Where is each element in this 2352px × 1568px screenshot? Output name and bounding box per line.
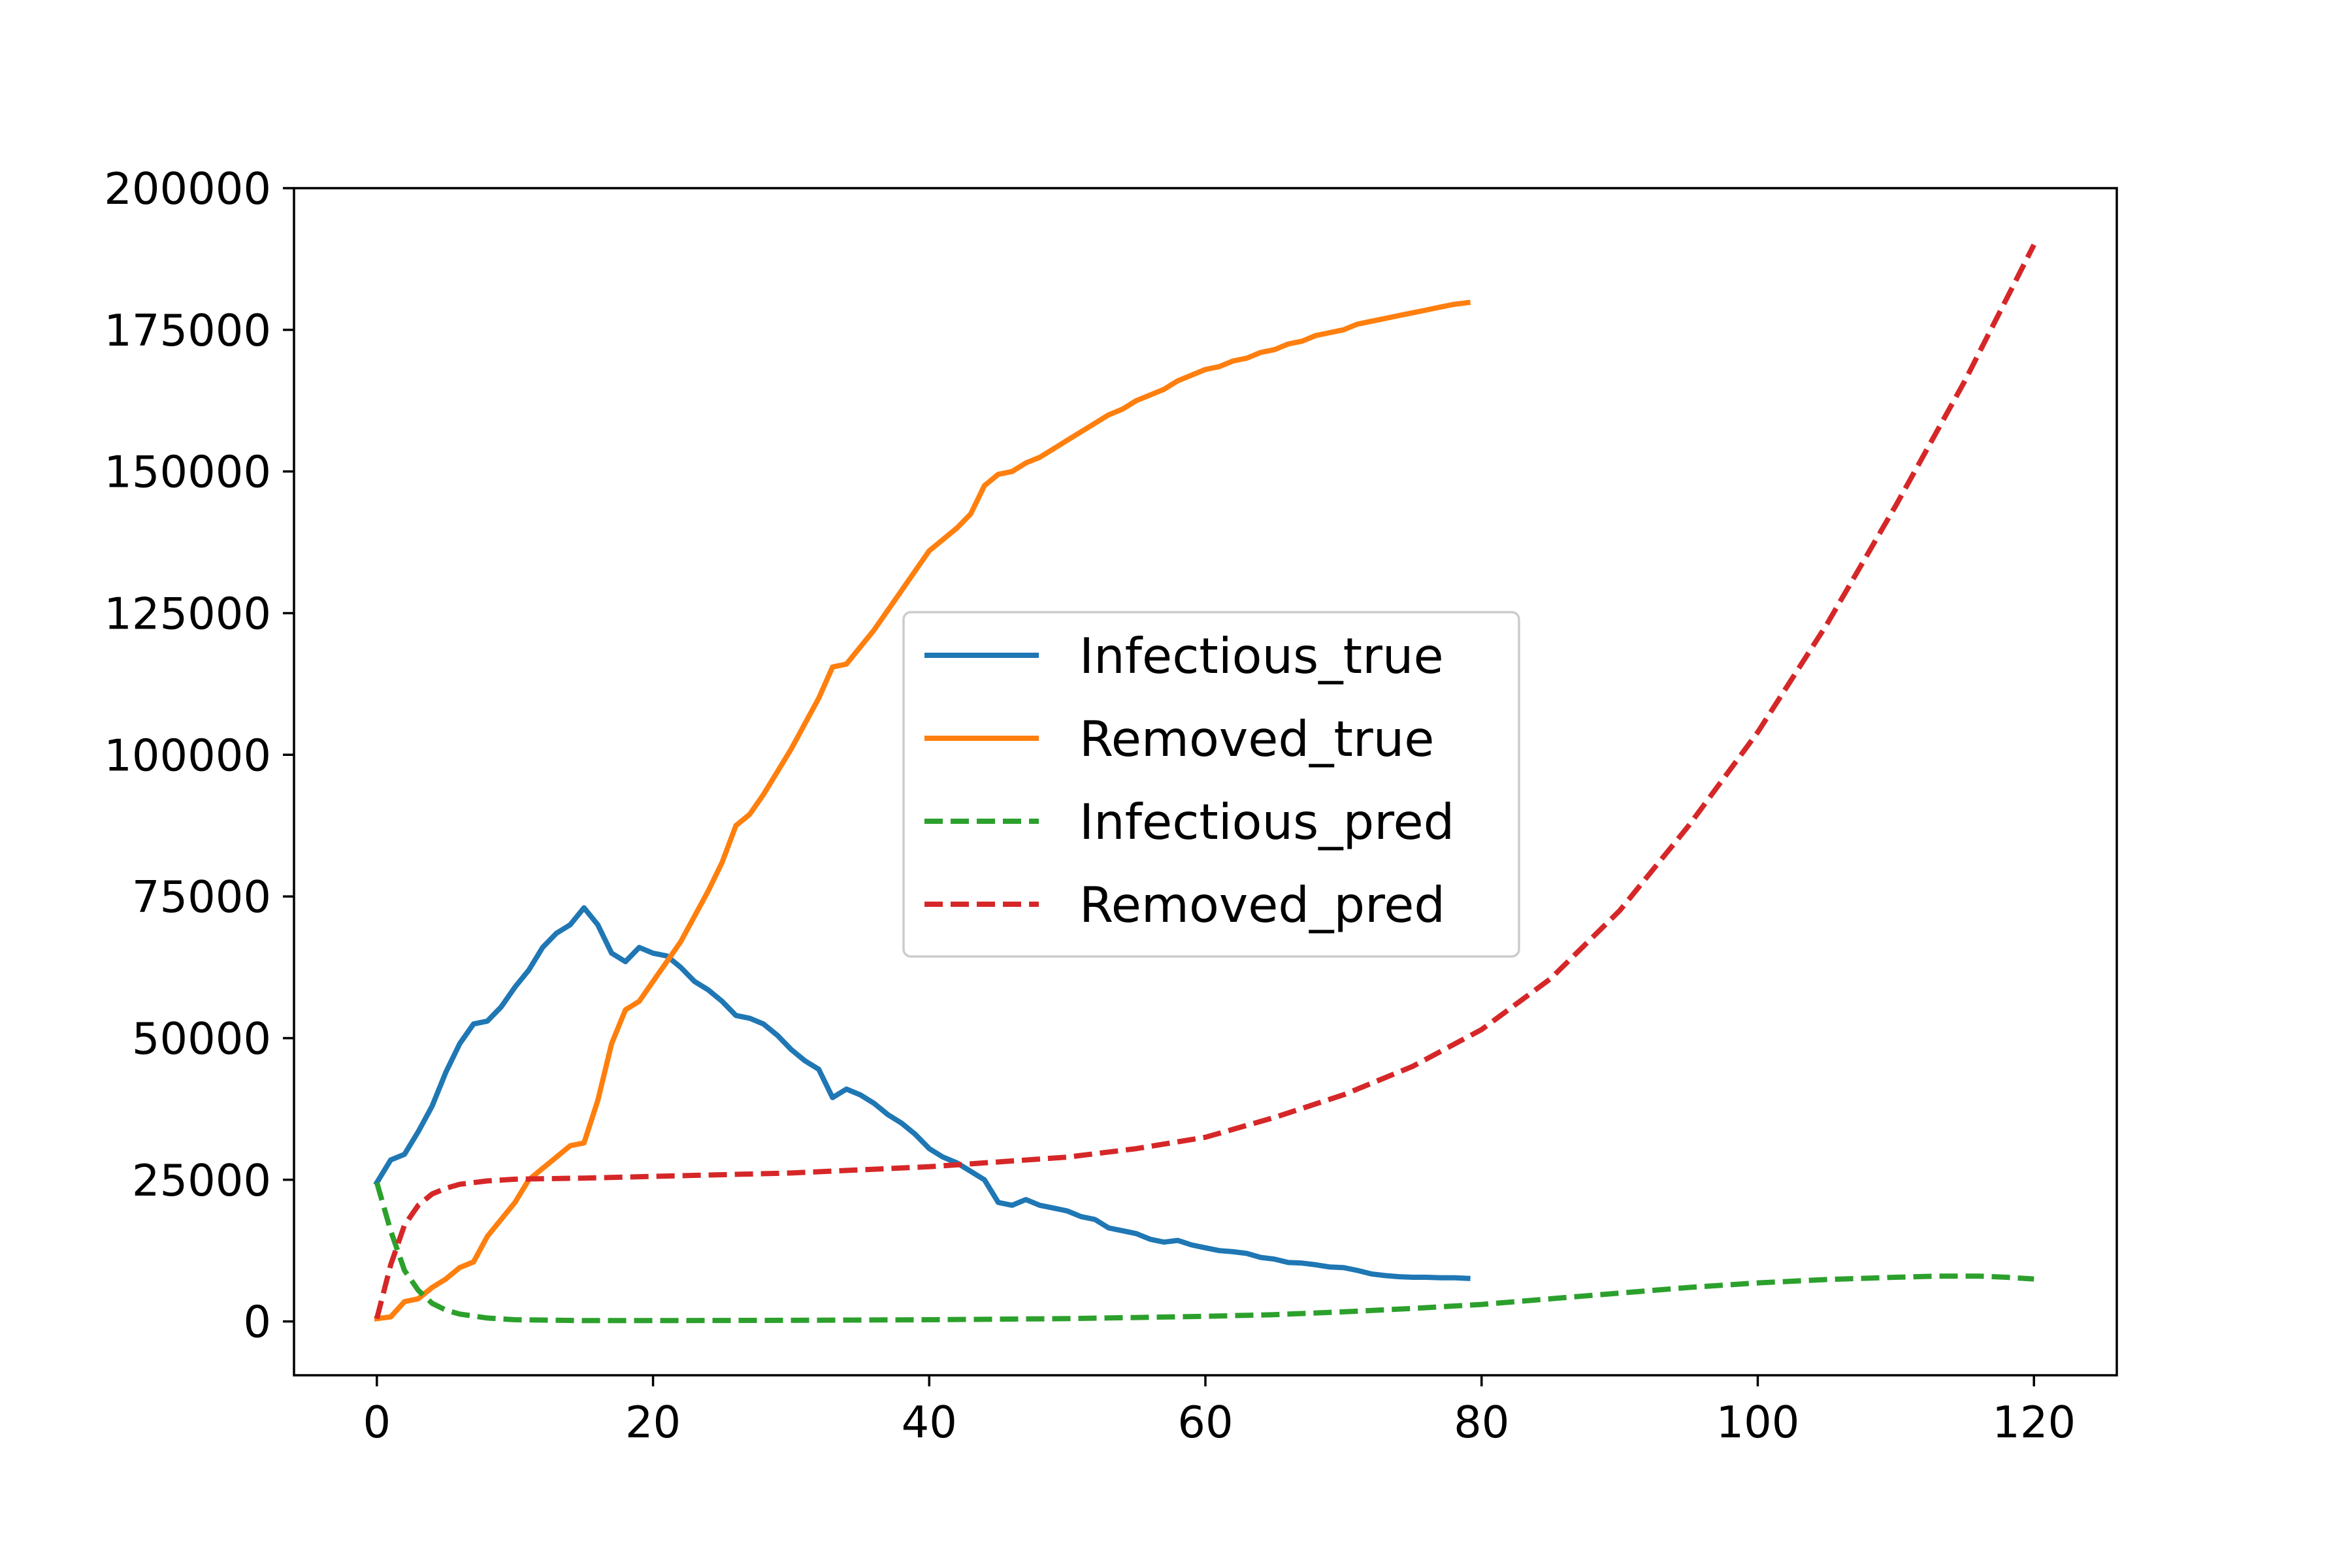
y-tick-label: 25000 [132,1155,271,1206]
x-tick-label: 80 [1454,1397,1509,1448]
y-tick-label: 125000 [104,588,271,639]
x-tick-label: 60 [1177,1397,1233,1448]
y-tick-label: 50000 [132,1013,271,1064]
series-line-1 [374,299,1471,1322]
plot-area [373,243,2036,1324]
axes-frame [293,187,2118,1377]
series-line-3 [374,243,2036,1320]
legend-label: Infectious_pred [1079,793,1454,851]
x-tick-label: 100 [1716,1397,1800,1448]
x-tick-label: 40 [902,1397,957,1448]
y-tick-label: 175000 [104,305,271,356]
x-tick-label: 120 [1992,1397,2076,1448]
y-tick-label: 100000 [104,730,271,781]
legend-label: Removed_true [1079,710,1434,768]
y-tick-label: 150000 [104,447,271,498]
legend-label: Infectious_true [1079,627,1444,685]
y-tick-label: 0 [243,1297,271,1348]
y-tick-label: 200000 [104,163,271,214]
y-axis: 0 25000 50000 75000 100000 125000 150000 175000… [104,163,294,1348]
series-line-0 [373,905,1471,1281]
legend: Infectious_true Removed_true Infectious_pr… [902,611,1520,958]
legend-box [902,611,1520,958]
x-tick-label: 0 [363,1397,391,1448]
legend-label: Removed_pred [1079,876,1445,934]
x-axis: 0 20 40 60 80 100 120 [363,1375,2076,1448]
y-tick-label: 75000 [132,872,271,923]
series-line-2 [374,1181,2034,1324]
x-tick-label: 20 [625,1397,681,1448]
